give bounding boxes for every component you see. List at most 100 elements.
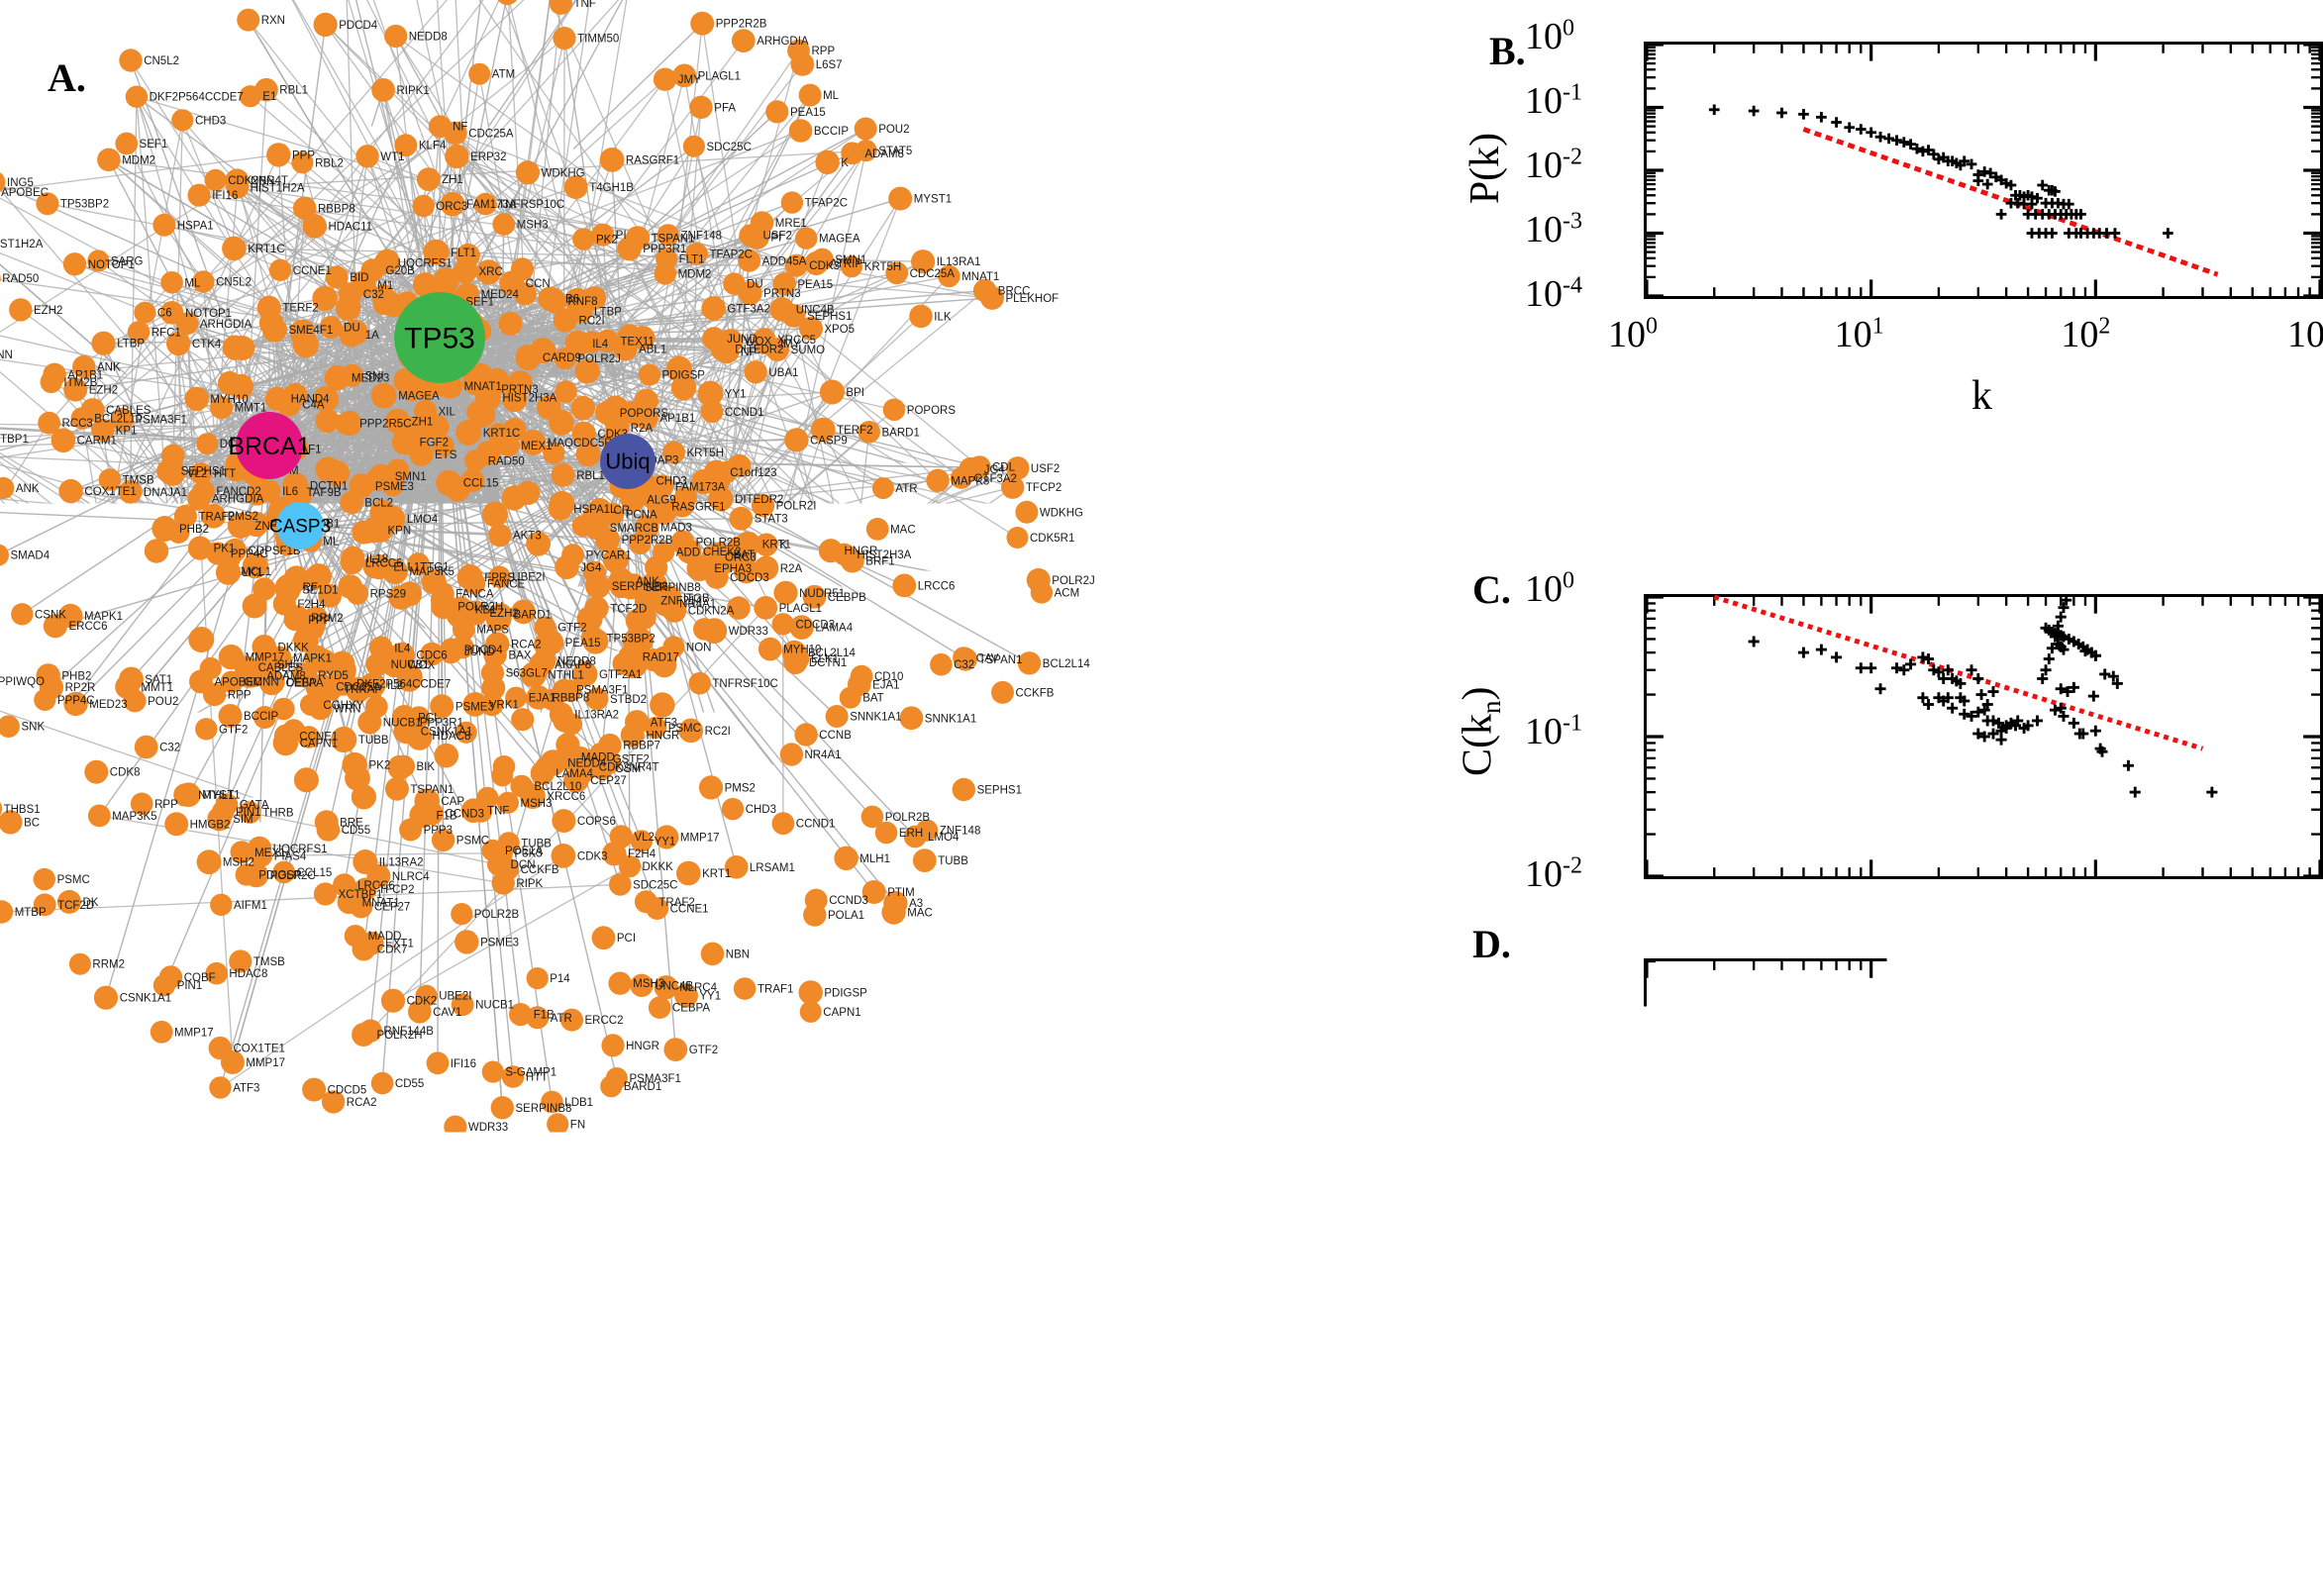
network-node[interactable] xyxy=(689,96,712,119)
network-node[interactable] xyxy=(303,214,327,238)
network-node[interactable] xyxy=(491,764,513,786)
network-node[interactable] xyxy=(316,409,340,433)
network-node[interactable] xyxy=(913,848,937,872)
network-node[interactable] xyxy=(257,296,281,320)
network-node[interactable] xyxy=(266,143,290,166)
network-node[interactable] xyxy=(119,49,142,71)
network-node[interactable] xyxy=(909,305,933,329)
network-node[interactable] xyxy=(432,271,456,296)
network-node[interactable] xyxy=(926,469,949,492)
network-node[interactable] xyxy=(269,259,291,281)
network-node[interactable] xyxy=(84,760,108,784)
network-node[interactable] xyxy=(197,849,222,874)
network-node[interactable] xyxy=(51,428,76,452)
network-node[interactable] xyxy=(834,847,858,870)
network-node[interactable] xyxy=(371,1072,394,1095)
network-node[interactable] xyxy=(639,364,660,386)
network-node[interactable] xyxy=(135,736,158,759)
network-node[interactable] xyxy=(63,252,86,275)
network-node[interactable] xyxy=(732,29,756,52)
network-node[interactable] xyxy=(789,119,813,143)
network-node[interactable] xyxy=(795,228,817,249)
network-node[interactable] xyxy=(188,627,214,652)
network-node[interactable] xyxy=(953,778,975,801)
network-node[interactable] xyxy=(294,767,319,792)
network-node[interactable] xyxy=(883,399,906,422)
network-node[interactable] xyxy=(745,360,767,383)
network-node[interactable] xyxy=(769,297,794,322)
network-node[interactable] xyxy=(542,287,564,310)
network-node[interactable] xyxy=(701,401,724,424)
network-node[interactable] xyxy=(417,167,441,191)
network-node[interactable] xyxy=(826,705,849,728)
network-node[interactable] xyxy=(1027,568,1051,592)
network-node[interactable] xyxy=(340,491,362,514)
network-node[interactable] xyxy=(451,903,472,925)
network-node[interactable] xyxy=(550,702,573,726)
network-node[interactable] xyxy=(930,653,953,676)
network-node[interactable] xyxy=(185,387,209,411)
network-node[interactable] xyxy=(1015,501,1038,524)
network-node[interactable] xyxy=(0,715,20,738)
network-node[interactable] xyxy=(872,477,894,499)
network-node[interactable] xyxy=(820,380,845,405)
network-node[interactable] xyxy=(781,191,803,213)
network-node[interactable] xyxy=(892,574,916,598)
network-node[interactable] xyxy=(360,518,386,544)
network-node[interactable] xyxy=(600,148,625,172)
network-node[interactable] xyxy=(218,560,240,582)
network-node[interactable] xyxy=(371,383,397,409)
network-node[interactable] xyxy=(654,68,676,91)
network-node[interactable] xyxy=(482,502,508,528)
network-node[interactable] xyxy=(875,822,898,845)
network-node[interactable] xyxy=(900,706,924,730)
network-node[interactable] xyxy=(549,497,572,521)
network-node[interactable] xyxy=(773,581,797,605)
network-node[interactable] xyxy=(729,507,753,531)
network-node[interactable] xyxy=(799,84,822,107)
network-node[interactable] xyxy=(454,930,478,953)
network-node[interactable] xyxy=(571,396,596,421)
network-node[interactable] xyxy=(262,317,287,342)
network-node[interactable] xyxy=(445,145,468,168)
network-node[interactable] xyxy=(515,345,541,370)
network-node[interactable] xyxy=(151,1021,173,1044)
network-node[interactable] xyxy=(338,574,362,599)
network-node[interactable] xyxy=(302,1078,326,1102)
network-node[interactable] xyxy=(11,603,33,625)
network-node[interactable] xyxy=(585,596,609,620)
network-node[interactable] xyxy=(336,295,361,321)
network-node[interactable] xyxy=(230,336,254,360)
network-node[interactable] xyxy=(492,213,515,236)
network-node[interactable] xyxy=(188,537,212,560)
network-node[interactable] xyxy=(794,723,817,746)
network-node[interactable] xyxy=(676,861,701,886)
network-node[interactable] xyxy=(0,545,9,566)
network-node[interactable] xyxy=(160,271,183,294)
network-node[interactable] xyxy=(552,463,575,487)
network-node[interactable] xyxy=(457,564,483,590)
network-node[interactable] xyxy=(754,596,777,620)
network-node[interactable] xyxy=(693,618,716,641)
network-node[interactable] xyxy=(429,115,452,138)
network-node[interactable] xyxy=(803,903,826,926)
network-node[interactable] xyxy=(734,977,757,1000)
network-node[interactable] xyxy=(701,296,726,321)
network-node[interactable] xyxy=(991,681,1014,704)
network-node[interactable] xyxy=(650,692,674,717)
network-node[interactable] xyxy=(314,13,338,37)
network-node[interactable] xyxy=(608,972,631,995)
network-node[interactable] xyxy=(511,708,534,731)
network-node[interactable] xyxy=(688,672,711,695)
network-node[interactable] xyxy=(784,428,808,451)
network-node[interactable] xyxy=(572,228,594,249)
network-node[interactable] xyxy=(491,1096,514,1119)
network-node[interactable] xyxy=(195,718,217,740)
network-node[interactable] xyxy=(392,755,415,778)
network-node[interactable] xyxy=(385,777,409,801)
network-node[interactable] xyxy=(355,145,378,167)
network-node[interactable] xyxy=(840,687,861,709)
network-node[interactable] xyxy=(91,332,115,355)
network-node[interactable] xyxy=(601,1034,624,1056)
network-node[interactable] xyxy=(369,637,393,660)
